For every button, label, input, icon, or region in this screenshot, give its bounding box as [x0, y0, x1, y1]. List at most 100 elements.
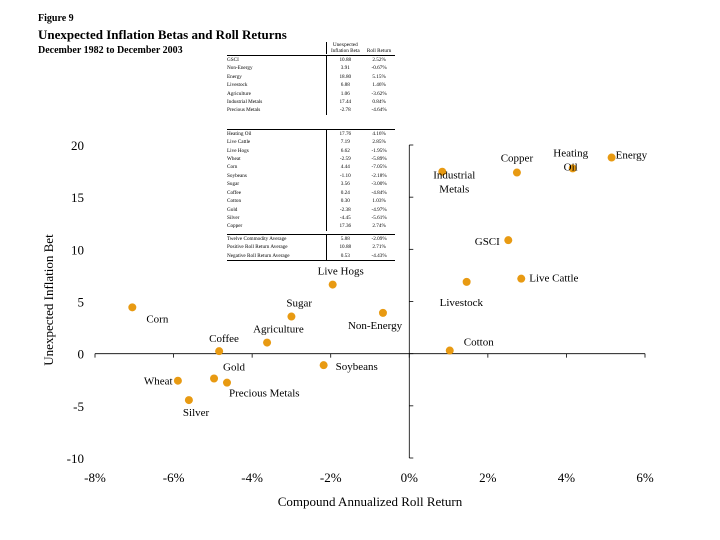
data-point — [504, 236, 513, 245]
data-point-label-line: Metals — [439, 184, 469, 196]
chart-subtitle: December 1982 to December 2003 — [38, 45, 183, 56]
y-tick-label: -10 — [67, 451, 84, 466]
table-cell: Agriculture — [227, 90, 251, 97]
data-point-label-line: Oil — [564, 161, 578, 173]
table-cell: -5.61% — [371, 214, 387, 221]
table-cell: 6.62 — [326, 146, 363, 156]
y-tick-label: -5 — [73, 399, 84, 414]
x-tick-label: -4% — [241, 470, 263, 485]
table-row: Energy 18.80 5.15% — [227, 72, 395, 82]
table-row: Live Cattle 7.19 2.85% — [227, 138, 395, 147]
data-point-label: Heating Oil — [553, 147, 588, 173]
table-cell: -4.64% — [371, 107, 387, 114]
table-row: Heating Oil 17.76 4.16% — [227, 128, 395, 139]
y-tick-label: 5 — [78, 295, 85, 310]
data-point-label: Industrial Metals — [433, 170, 475, 196]
data-point — [215, 347, 224, 356]
table-row: Gold -2.38 -4.97% — [227, 205, 395, 214]
table-row: Soybeans -1.10 -2.18% — [227, 171, 395, 181]
table-cell: 5.88 — [326, 234, 363, 244]
table-cell: Coffee — [227, 189, 242, 196]
table-cell: Wheat — [227, 156, 241, 163]
data-point — [438, 167, 447, 176]
table-header-row: Unexpected Inflation Beta Roll Return — [227, 30, 395, 56]
data-point — [517, 274, 526, 283]
data-point — [319, 361, 328, 370]
table-cell: -4.84% — [371, 189, 387, 196]
table-cell: Copper — [227, 223, 243, 230]
table-cell: 17.44 — [326, 98, 363, 107]
data-point-label: Silver — [183, 407, 210, 419]
data-point — [210, 374, 219, 383]
figure-label: Figure 9 — [38, 13, 74, 24]
table-cell: Livestock — [227, 82, 248, 89]
table-cell: 5.15% — [372, 73, 386, 80]
data-point — [445, 346, 454, 355]
table-cell: -3.00% — [371, 181, 387, 188]
table-cell: Corn — [227, 164, 238, 171]
data-point-label: Non-Energy — [348, 320, 403, 332]
table-cell: -2.09% — [371, 235, 387, 242]
table-header-cell: Roll Return — [366, 48, 392, 54]
y-tick-label: 15 — [71, 190, 84, 205]
table-cell: Positive Roll Return Average — [227, 244, 288, 251]
x-tick-label: 0% — [401, 470, 419, 485]
data-point-label: Cotton — [464, 337, 494, 349]
y-tick-label: 10 — [71, 242, 84, 257]
table-cell: -1.95% — [371, 147, 387, 154]
table-row: Positive Roll Return Average 10.88 2.71% — [227, 243, 395, 252]
table-row: Live Hogs 6.62 -1.95% — [227, 146, 395, 156]
table-row: Copper 17.36 2.74% — [227, 222, 395, 231]
table-cell: 2.74% — [372, 223, 386, 230]
table-row: Silver -4.45 -5.61% — [227, 213, 395, 223]
table-cell: 17.76 — [326, 129, 363, 139]
table-cell: -4.45 — [326, 213, 363, 223]
y-tick-label: 0 — [78, 347, 85, 362]
x-tick-label: -8% — [84, 470, 106, 485]
data-point-label: Live Cattle — [529, 273, 578, 285]
table-row: Industrial Metals 17.44 0.84% — [227, 98, 395, 107]
table-cell: 3.91 — [326, 64, 363, 73]
table-cell: -4.43% — [371, 252, 387, 259]
data-point-label: Live Hogs — [318, 266, 364, 278]
table-cell: -7.05% — [371, 164, 387, 171]
y-axis-title: Unexpected Inflation Bet — [41, 234, 56, 366]
data-point — [184, 396, 193, 405]
data-point-label: Gold — [223, 361, 246, 373]
table-cell: -5.89% — [371, 156, 387, 163]
table-cell: 1.46% — [372, 82, 386, 89]
table-cell: Industrial Metals — [227, 99, 263, 106]
table-cell: 17.36 — [326, 222, 363, 231]
data-point — [512, 168, 521, 177]
data-point-label-line: Heating — [553, 147, 588, 159]
table-cell: Silver — [227, 214, 240, 221]
x-tick-label: -6% — [163, 470, 185, 485]
x-tick-label: 6% — [636, 470, 654, 485]
table-cell: 2.71% — [372, 244, 386, 251]
table-cell: -2.38 — [326, 205, 363, 214]
data-point — [462, 277, 471, 286]
table-cell: Non-Energy — [227, 65, 253, 72]
data-point-label: Wheat — [144, 376, 173, 388]
table-cell: 0.84% — [372, 99, 386, 106]
x-tick-label: -2% — [320, 470, 342, 485]
table-cell: Cotton — [227, 198, 242, 205]
data-point-label: Corn — [146, 313, 169, 325]
y-tick-label: 20 — [71, 138, 84, 153]
data-point — [263, 338, 272, 347]
table-cell: 7.19 — [326, 138, 363, 147]
table-cell: Soybeans — [227, 172, 247, 179]
table-cell: -2.78 — [326, 106, 363, 115]
table-row: Sugar 3.56 -3.00% — [227, 180, 395, 189]
table-row: Livestock 6.88 1.46% — [227, 81, 395, 90]
data-point-label: Sugar — [286, 298, 312, 310]
table-cell: 2.85% — [372, 139, 386, 146]
table-cell: 10.88 — [326, 243, 363, 252]
table-cell: Heating Oil — [227, 130, 252, 137]
x-tick-label: 2% — [479, 470, 497, 485]
table-row: Wheat -2.59 -5.89% — [227, 155, 395, 164]
table-cell: -0.67% — [371, 65, 387, 72]
table-cell: Negative Roll Return Average — [227, 252, 290, 259]
table-cell: -4.97% — [371, 206, 387, 213]
